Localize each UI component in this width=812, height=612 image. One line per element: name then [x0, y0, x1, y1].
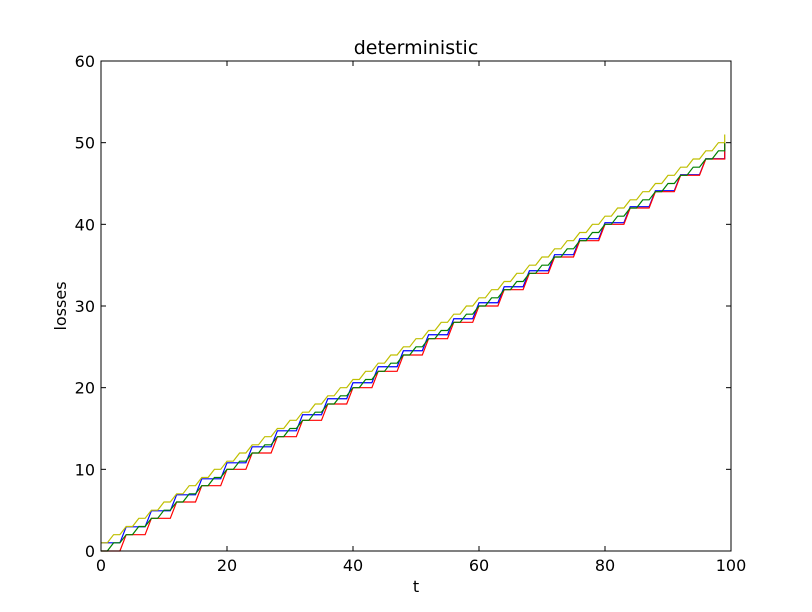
x-tick-label: 40: [343, 556, 363, 575]
x-tick-label: 80: [595, 556, 615, 575]
series-layer: [101, 134, 726, 552]
y-tick-label: 20: [75, 379, 95, 398]
chart-title: deterministic: [354, 37, 479, 59]
x-axis-label: t: [413, 577, 419, 596]
tick-layer: 0 20 40 60 80 100 0 10 20 30 40 50 60: [75, 52, 747, 575]
y-tick-label: 0: [85, 542, 95, 561]
series-line-4: [101, 134, 726, 544]
y-tick-label: 50: [75, 134, 95, 153]
y-tick-label: 60: [75, 52, 95, 71]
y-tick-label: 30: [75, 297, 95, 316]
y-tick-label: 40: [75, 215, 95, 234]
y-tick-label: 10: [75, 460, 95, 479]
series-line-3: [101, 142, 726, 552]
x-tick-label: 0: [96, 556, 106, 575]
x-tick-label: 20: [217, 556, 237, 575]
x-tick-label: 100: [716, 556, 747, 575]
y-axis-label: losses: [51, 281, 70, 330]
x-tick-label: 60: [469, 556, 489, 575]
plot-background: [101, 61, 731, 551]
